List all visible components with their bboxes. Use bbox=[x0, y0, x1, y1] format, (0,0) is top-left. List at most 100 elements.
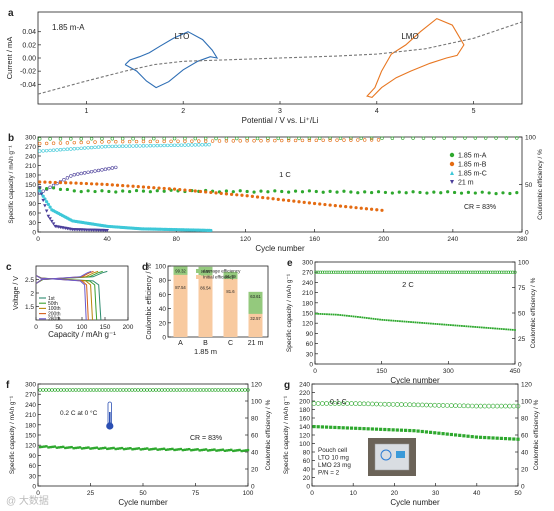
ce-point bbox=[127, 388, 131, 392]
capacity-point bbox=[498, 327, 501, 330]
x-axis-label: Cycle number bbox=[390, 376, 440, 385]
y-tick-label: 180 bbox=[25, 422, 36, 429]
ce-point bbox=[151, 388, 155, 392]
capacity-point bbox=[121, 189, 125, 193]
ce-point bbox=[331, 270, 336, 274]
y-tick-label: 210 bbox=[302, 290, 313, 297]
y-tick-label: 20 bbox=[303, 475, 311, 482]
x-tick-label: B bbox=[203, 340, 208, 347]
ce-point bbox=[324, 401, 329, 406]
x-tick-label: 280 bbox=[517, 236, 528, 243]
capacity-point bbox=[420, 429, 424, 434]
capacity-point bbox=[79, 190, 83, 194]
plot-frame bbox=[314, 261, 516, 365]
capacity-point bbox=[292, 199, 296, 203]
ce-point bbox=[136, 388, 140, 392]
ce-point bbox=[411, 270, 415, 274]
y2-tick-label: 0 bbox=[521, 484, 525, 491]
panel-letter: a bbox=[8, 8, 14, 19]
y-tick-label: 2 bbox=[30, 291, 34, 298]
capacity-point bbox=[349, 190, 353, 194]
ce-point bbox=[38, 149, 42, 153]
ce-point bbox=[438, 270, 442, 274]
capacity-point bbox=[219, 448, 222, 452]
panel-e: 0 150 300 450030609012015018021024027030002… bbox=[286, 258, 537, 385]
capacity-point bbox=[446, 190, 450, 194]
panel-b: 0 40 80 120 160 200 240 28003060901201501802102… bbox=[8, 133, 544, 253]
ce-point bbox=[169, 139, 173, 144]
y-tick-label: -0.02 bbox=[20, 69, 36, 76]
cell-display bbox=[396, 451, 405, 458]
ce-point bbox=[336, 270, 340, 274]
ce-point bbox=[100, 388, 105, 392]
capacity-point bbox=[376, 190, 381, 194]
capacity-point bbox=[97, 447, 101, 450]
ce-point bbox=[51, 148, 56, 152]
capacity-point bbox=[341, 314, 344, 317]
ce-point bbox=[418, 270, 422, 274]
capacity-point bbox=[470, 435, 474, 439]
capacity-point bbox=[162, 189, 166, 193]
ce-point bbox=[131, 144, 135, 148]
ce-point bbox=[374, 270, 378, 274]
ce-point bbox=[362, 270, 367, 274]
capacity-point bbox=[280, 189, 284, 194]
ce-point bbox=[328, 138, 332, 142]
capacity-point bbox=[349, 426, 354, 430]
ce-point bbox=[82, 146, 87, 150]
ce-point bbox=[349, 270, 353, 274]
ce-point bbox=[189, 388, 194, 392]
ce-point bbox=[219, 388, 223, 392]
capacity-point bbox=[72, 447, 75, 450]
x-tick-label: 3 bbox=[278, 108, 282, 115]
y2-tick-label: 80 bbox=[251, 416, 259, 423]
ce-point bbox=[231, 388, 235, 392]
ce-point bbox=[400, 270, 404, 274]
capacity-point bbox=[190, 449, 193, 452]
ce-point bbox=[243, 388, 247, 392]
capacity-point bbox=[505, 328, 508, 331]
ce-point bbox=[503, 403, 508, 409]
ce-point bbox=[58, 137, 63, 141]
y-tick-label: 150 bbox=[302, 311, 313, 318]
capacity-point bbox=[236, 449, 239, 452]
ce-point bbox=[237, 388, 241, 392]
ce-point bbox=[491, 270, 495, 274]
y-tick-label: 0.00 bbox=[22, 56, 36, 63]
ce-point bbox=[93, 140, 97, 144]
ce-point bbox=[391, 270, 395, 274]
capacity-point bbox=[126, 184, 130, 188]
capacity-point bbox=[312, 201, 317, 206]
legend-label: Average efficiency bbox=[203, 269, 241, 274]
y-axis-label: Specific capacity / mAh g⁻¹ bbox=[286, 273, 293, 352]
capacity-point bbox=[491, 327, 494, 330]
ce-point bbox=[183, 143, 187, 147]
x-tick-label: 200 bbox=[123, 324, 134, 331]
bar-value-label: 98.87 bbox=[200, 269, 211, 274]
ce-point bbox=[175, 388, 179, 392]
ce-point bbox=[94, 388, 99, 392]
ce-point bbox=[134, 144, 139, 148]
capacity-point bbox=[245, 194, 249, 198]
capacity-point bbox=[193, 189, 197, 193]
capacity-point bbox=[200, 448, 203, 452]
capacity-point bbox=[47, 446, 50, 449]
capacity-point bbox=[169, 448, 172, 451]
x-tick-label: 0 bbox=[34, 324, 38, 331]
capacity-point bbox=[188, 447, 191, 451]
y-tick-label: 0 bbox=[32, 484, 36, 491]
capacity-point bbox=[494, 327, 496, 330]
ce-point bbox=[89, 169, 94, 174]
capacity-point bbox=[338, 204, 343, 208]
ce-point bbox=[107, 166, 111, 171]
capacity-point bbox=[404, 428, 408, 432]
capacity-point bbox=[483, 435, 487, 440]
capacity-point bbox=[483, 326, 485, 329]
ce-point bbox=[107, 140, 111, 144]
capacity-point bbox=[314, 189, 318, 194]
capacity-point bbox=[51, 445, 54, 449]
ce-point bbox=[120, 144, 125, 148]
x-tick-label: 0 bbox=[310, 490, 314, 497]
ce-point bbox=[385, 270, 389, 274]
y2-tick-label: 50 bbox=[518, 311, 526, 318]
